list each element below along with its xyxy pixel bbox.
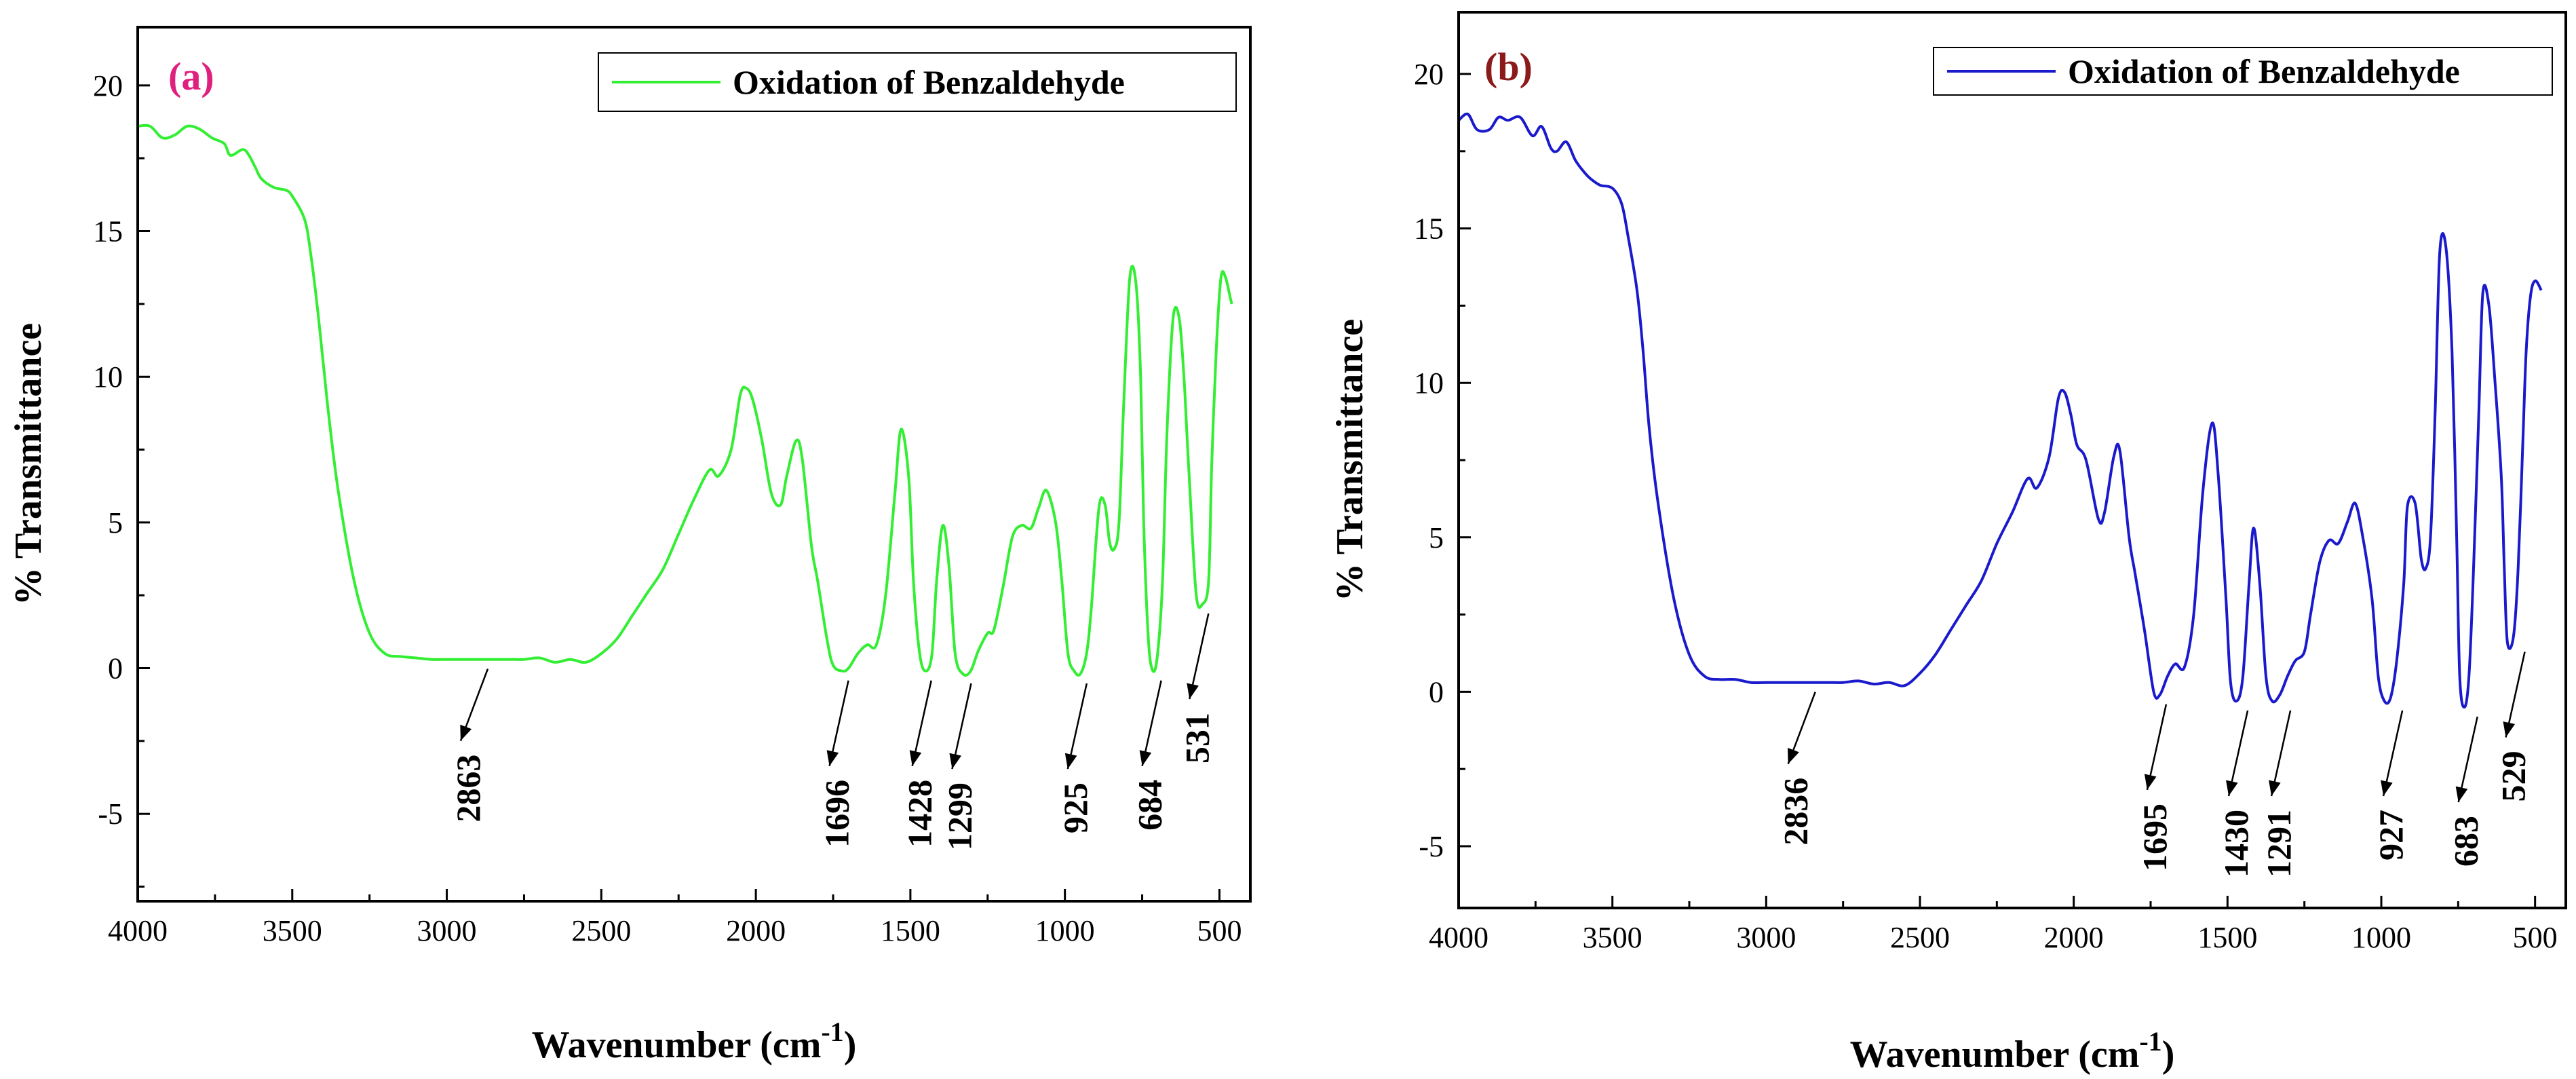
peak-arrowhead [2144, 774, 2157, 790]
x-tick-label: 1000 [1035, 914, 1095, 947]
y-tick-label: 0 [108, 652, 123, 685]
peak-arrowhead [949, 753, 962, 770]
x-tick-label: 1000 [2351, 921, 2411, 954]
peak-arrowhead [1187, 683, 1199, 700]
chart-panel-a: 4000 3500 3000 2500 2000 1500 1000 500 -5 0 5 10 15… [7, 26, 1252, 1066]
y-tick-label: -5 [98, 797, 123, 831]
panel-label-a: (a) [168, 54, 214, 98]
y-tick-label: 15 [1414, 212, 1444, 246]
peak-label: 2863 [449, 755, 487, 822]
y-tick-label: 10 [1414, 366, 1444, 400]
x-tick-labels: 4000 3500 3000 2500 2000 1500 1000 500 [108, 914, 1242, 947]
y-tick-label: 5 [108, 506, 123, 540]
x-tick-labels: 4000 3500 3000 2500 2000 1500 1000 500 [1429, 921, 2558, 954]
x-tick-label: 3500 [1583, 921, 1642, 954]
y-tick-labels: -5 0 5 10 15 20 [1414, 58, 1444, 863]
x-tick-label: 1500 [2197, 921, 2257, 954]
peak-arrowhead [460, 724, 472, 741]
peak-label: 529 [2495, 751, 2533, 802]
y-tick-label: -5 [1419, 830, 1444, 863]
plot-frame-a [136, 26, 1252, 903]
x-axis-title-a: Wavenumber (cm-1) [532, 1017, 857, 1066]
peak-annotations-b: 2836 1695 1430 1291 927 683 529 [1777, 651, 2533, 877]
spectrum-line-b [1457, 112, 2543, 709]
peak-label: 1299 [940, 782, 978, 850]
peak-label: 531 [1178, 713, 1216, 763]
x-tick-label: 2000 [726, 914, 786, 947]
x-tick-label: 1500 [881, 914, 940, 947]
x-tick-label: 4000 [108, 914, 168, 947]
peak-arrowhead [2455, 786, 2468, 803]
y-tick-label: 10 [93, 360, 123, 394]
legend-a: Oxidation of Benzaldehyde [598, 52, 1237, 112]
spectrum-line-a [137, 124, 1233, 677]
peak-arrowhead [2381, 780, 2393, 797]
y-tick-label: 20 [93, 69, 123, 102]
x-tick-label: 4000 [1429, 921, 1488, 954]
plot-frame-b [1457, 11, 2567, 909]
y-tick-label: 20 [1414, 58, 1444, 91]
y-tick-label: 5 [1429, 521, 1444, 554]
peak-label: 1695 [2136, 803, 2174, 871]
x-tick-label: 2000 [2044, 921, 2104, 954]
peak-arrowhead [2503, 721, 2516, 738]
peak-label: 927 [2372, 810, 2410, 860]
peak-label: 925 [1056, 782, 1094, 833]
peak-arrowhead [909, 750, 922, 766]
peak-label: 1428 [901, 780, 939, 848]
legend-text-a: Oxidation of Benzaldehyde [733, 63, 1125, 101]
peak-arrowhead [1139, 750, 1152, 766]
x-tick-label: 3000 [417, 914, 477, 947]
x-tick-label: 2500 [1890, 921, 1950, 954]
legend-text-b: Oxidation of Benzaldehyde [2068, 52, 2460, 90]
peak-label: 684 [1131, 780, 1169, 831]
x-tick-label: 2500 [571, 914, 631, 947]
y-tick-label: 0 [1429, 675, 1444, 708]
y-tick-label: 15 [93, 215, 123, 248]
panel-label-b: (b) [1484, 45, 1533, 89]
peak-arrowhead [826, 750, 839, 766]
y-axis-title-a: % Transmittance [7, 323, 50, 605]
chart-panel-b: 4000 3500 3000 2500 2000 1500 1000 500 -5 0 5 10 15… [1329, 11, 2567, 1076]
peak-label: 2836 [1777, 778, 1815, 846]
x-tick-label: 3500 [263, 914, 322, 947]
legend-b: Oxidation of Benzaldehyde [1933, 47, 2553, 96]
y-tick-labels: -5 0 5 10 15 20 [93, 69, 123, 831]
x-tick-label: 500 [2513, 921, 2558, 954]
peak-arrowhead [2269, 780, 2281, 797]
peak-label: 683 [2447, 816, 2485, 867]
y-axis-title-b: % Transmittance [1329, 319, 1371, 601]
x-tick-label: 500 [1197, 914, 1242, 947]
peak-arrowhead [2226, 780, 2238, 797]
peak-label: 1696 [818, 780, 856, 848]
peak-label: 1291 [2260, 810, 2298, 877]
peak-label: 1430 [2217, 810, 2255, 877]
peak-arrowhead [1064, 753, 1077, 770]
x-axis-title-b: Wavenumber (cm-1) [1850, 1026, 2175, 1076]
x-tick-label: 3000 [1736, 921, 1796, 954]
peak-arrowhead [1788, 747, 1799, 764]
